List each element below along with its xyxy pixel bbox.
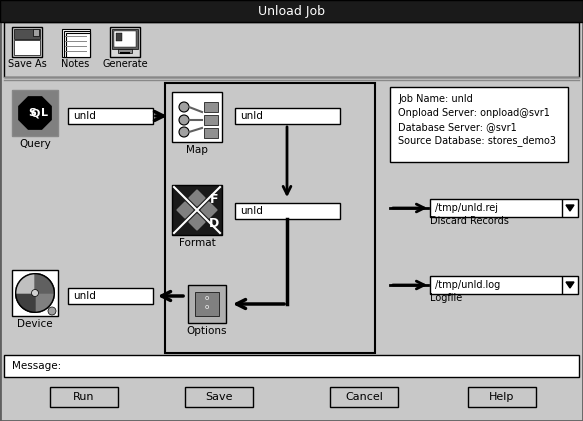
Text: D: D (209, 217, 219, 230)
Polygon shape (16, 293, 35, 312)
Bar (235, 108, 340, 124)
Text: Source Database: stores_demo3: Source Database: stores_demo3 (398, 136, 556, 147)
Text: Map: Map (186, 145, 208, 155)
Text: Discard Records: Discard Records (430, 216, 509, 226)
Polygon shape (177, 202, 193, 218)
Text: Options: Options (187, 326, 227, 336)
Bar (50, 387, 118, 407)
Bar (165, 83, 375, 353)
Bar (4, 22, 579, 77)
Text: Save As: Save As (8, 59, 47, 69)
Bar (185, 387, 253, 407)
Bar (172, 92, 222, 142)
Polygon shape (566, 205, 574, 211)
Bar (66, 33, 90, 57)
Bar (68, 108, 153, 124)
Text: Database Server: @svr1: Database Server: @svr1 (398, 122, 517, 132)
Bar (235, 203, 340, 219)
Text: Query: Query (19, 139, 51, 149)
Bar (112, 29, 138, 49)
Bar (116, 33, 122, 41)
Bar (114, 31, 136, 47)
Bar (14, 29, 40, 39)
Polygon shape (35, 274, 54, 293)
Circle shape (179, 115, 189, 125)
Bar (4, 22, 579, 80)
Text: Logfile: Logfile (430, 293, 462, 303)
Bar (12, 90, 58, 136)
Text: Format: Format (178, 238, 215, 248)
Bar (12, 270, 58, 316)
Circle shape (16, 274, 54, 312)
Bar (195, 292, 219, 316)
Polygon shape (189, 190, 205, 206)
Bar (188, 285, 226, 323)
Bar (0, 0, 583, 22)
Text: Help: Help (489, 392, 515, 402)
Polygon shape (16, 274, 35, 293)
Bar (430, 199, 578, 217)
Bar (14, 40, 40, 55)
Bar (204, 102, 218, 112)
Text: Notes: Notes (61, 59, 89, 69)
Text: Device: Device (17, 319, 53, 329)
Polygon shape (19, 97, 51, 129)
Polygon shape (189, 214, 205, 230)
Bar (68, 288, 153, 304)
Circle shape (31, 290, 38, 296)
Bar (118, 49, 132, 53)
Text: unld: unld (240, 111, 263, 121)
Bar (390, 87, 568, 162)
Text: unld: unld (73, 111, 96, 121)
Circle shape (48, 307, 56, 315)
Text: Q: Q (30, 108, 40, 118)
Text: /tmp/unld.rej: /tmp/unld.rej (435, 203, 498, 213)
Bar (4, 355, 579, 377)
Bar (468, 387, 536, 407)
Text: /tmp/unld.log: /tmp/unld.log (435, 280, 500, 290)
Bar (62, 29, 90, 57)
Text: Unload Job: Unload Job (258, 5, 325, 18)
Text: Save: Save (205, 392, 233, 402)
Bar (12, 27, 42, 57)
Text: Message:: Message: (12, 361, 61, 371)
Bar (33, 29, 39, 36)
Bar (330, 387, 398, 407)
Text: o: o (205, 295, 209, 301)
Polygon shape (201, 202, 217, 218)
Text: Generate: Generate (102, 59, 148, 69)
Text: L: L (41, 108, 48, 118)
Circle shape (179, 102, 189, 112)
Bar (204, 128, 218, 138)
Text: unld: unld (73, 291, 96, 301)
Bar (172, 185, 222, 235)
Text: o: o (205, 304, 209, 310)
Polygon shape (566, 282, 574, 288)
Text: Job Name: unld: Job Name: unld (398, 94, 473, 104)
Text: Run: Run (73, 392, 95, 402)
Bar (64, 31, 90, 57)
Text: Onpload Server: onpload@svr1: Onpload Server: onpload@svr1 (398, 108, 550, 118)
Text: Cancel: Cancel (345, 392, 383, 402)
Text: unld: unld (240, 206, 263, 216)
Text: F: F (210, 193, 218, 206)
Bar (110, 27, 140, 57)
Bar (204, 115, 218, 125)
Polygon shape (35, 293, 54, 312)
Bar (430, 276, 578, 294)
Circle shape (179, 127, 189, 137)
Text: S: S (28, 108, 36, 118)
